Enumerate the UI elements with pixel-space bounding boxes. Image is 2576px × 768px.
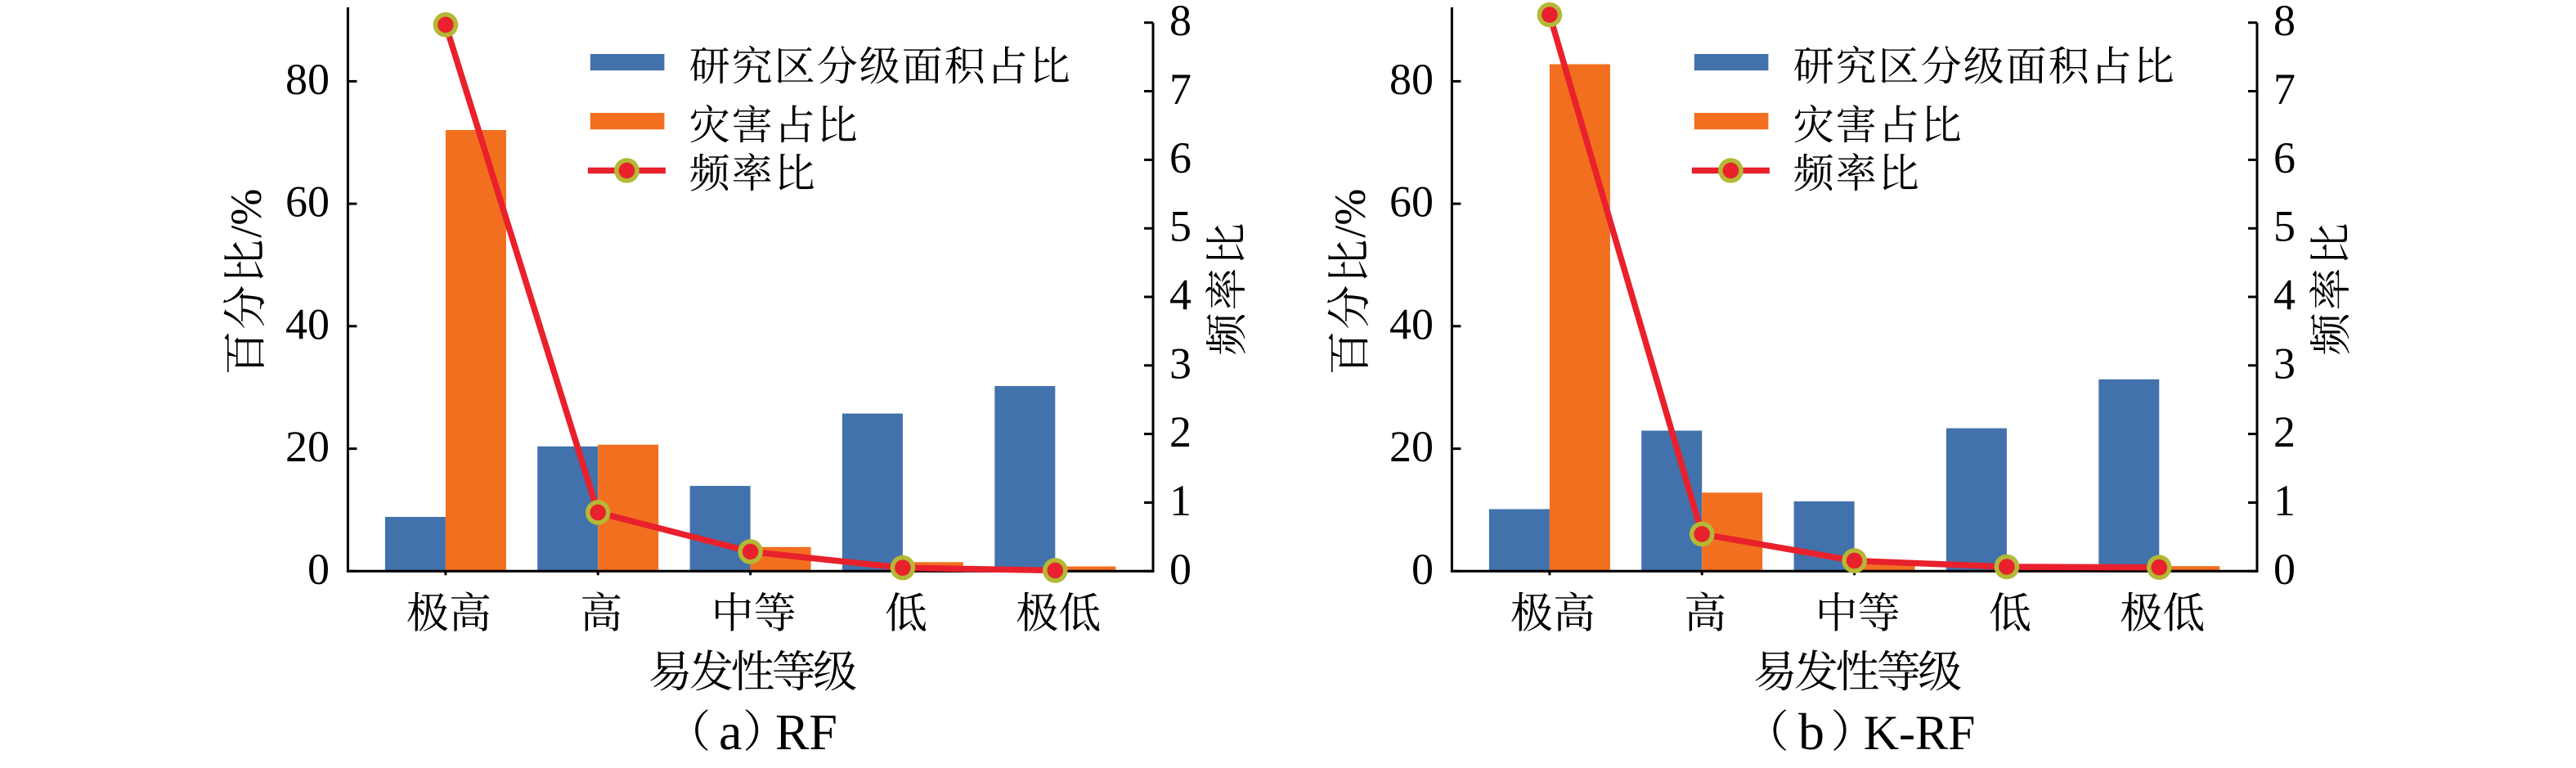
svg-text:b: b: [1798, 703, 1824, 761]
svg-text:20: 20: [285, 422, 330, 471]
svg-text:K-RF: K-RF: [1864, 706, 1976, 760]
svg-text:7: 7: [2273, 65, 2296, 114]
svg-text:3: 3: [1169, 339, 1192, 388]
svg-text:40: 40: [285, 299, 330, 348]
svg-text:60: 60: [1389, 177, 1434, 227]
svg-text:5: 5: [1169, 202, 1192, 251]
svg-text:6: 6: [2273, 133, 2296, 182]
svg-text:/%: /%: [1326, 189, 1375, 238]
svg-text:1: 1: [2273, 476, 2296, 525]
svg-text:1: 1: [1169, 476, 1192, 525]
svg-text:0: 0: [1411, 545, 1434, 594]
svg-text:0: 0: [2273, 545, 2296, 594]
svg-text:80: 80: [285, 55, 330, 104]
svg-text:4: 4: [2273, 271, 2296, 320]
svg-text:5: 5: [2273, 202, 2296, 251]
svg-text:2: 2: [2273, 407, 2296, 456]
svg-text:a: a: [719, 703, 742, 761]
svg-text:80: 80: [1389, 55, 1434, 104]
svg-text:4: 4: [1169, 271, 1192, 320]
svg-text:7: 7: [1169, 65, 1192, 114]
svg-text:0: 0: [307, 545, 330, 594]
svg-text:40: 40: [1389, 299, 1434, 348]
svg-text:8: 8: [1169, 0, 1192, 45]
svg-text:20: 20: [1389, 422, 1434, 471]
svg-text:3: 3: [2273, 339, 2296, 388]
svg-text:2: 2: [1169, 407, 1192, 456]
svg-text:/%: /%: [222, 189, 271, 238]
svg-text:60: 60: [285, 177, 330, 227]
svg-text:8: 8: [2273, 0, 2296, 45]
svg-text:0: 0: [1169, 545, 1192, 594]
svg-text:RF: RF: [775, 705, 837, 761]
svg-text:6: 6: [1169, 133, 1192, 182]
